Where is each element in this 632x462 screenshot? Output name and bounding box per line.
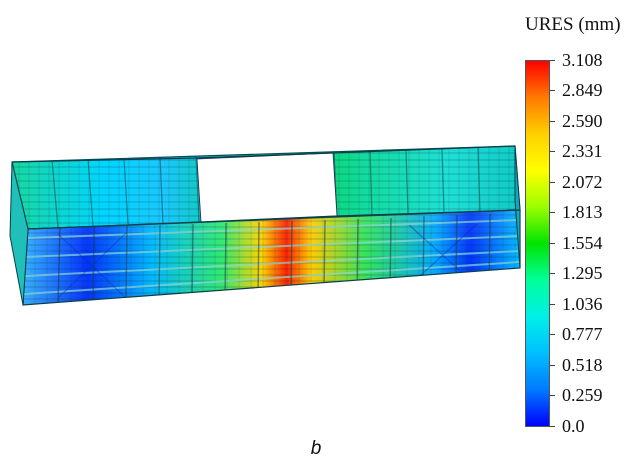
legend-label: 0.518 xyxy=(562,355,603,375)
legend-labels: 3.108 2.849 2.590 2.331 2.072 1.813 1.55… xyxy=(562,48,632,440)
legend-label: 2.331 xyxy=(562,141,603,161)
legend-label: 2.072 xyxy=(562,172,603,192)
legend-label: 0.777 xyxy=(562,324,603,344)
figure-caption: b xyxy=(310,438,322,459)
legend-tick xyxy=(549,121,555,122)
legend-tick xyxy=(549,212,555,213)
legend-tick xyxy=(549,426,555,427)
legend-label: 0.259 xyxy=(562,385,603,405)
legend-label: 1.813 xyxy=(562,202,603,222)
legend-tick xyxy=(549,365,555,366)
legend-label: 2.590 xyxy=(562,111,603,131)
legend-tick xyxy=(549,182,555,183)
legend-label: 1.554 xyxy=(562,233,603,253)
legend-label: 1.295 xyxy=(562,263,603,283)
legend-tick xyxy=(549,334,555,335)
legend-tick xyxy=(549,60,555,61)
legend-tick xyxy=(549,273,555,274)
legend-color-bar xyxy=(525,60,550,427)
legend-tick xyxy=(549,304,555,305)
legend-tick xyxy=(549,90,555,91)
legend-label: 2.849 xyxy=(562,80,603,100)
legend-label: 0.0 xyxy=(562,416,585,436)
legend-tick xyxy=(549,243,555,244)
legend-title: URES (mm) xyxy=(525,14,621,35)
legend-label: 1.036 xyxy=(562,294,603,314)
legend-tick xyxy=(549,151,555,152)
legend-tick xyxy=(549,395,555,396)
legend-label: 3.108 xyxy=(562,50,603,70)
